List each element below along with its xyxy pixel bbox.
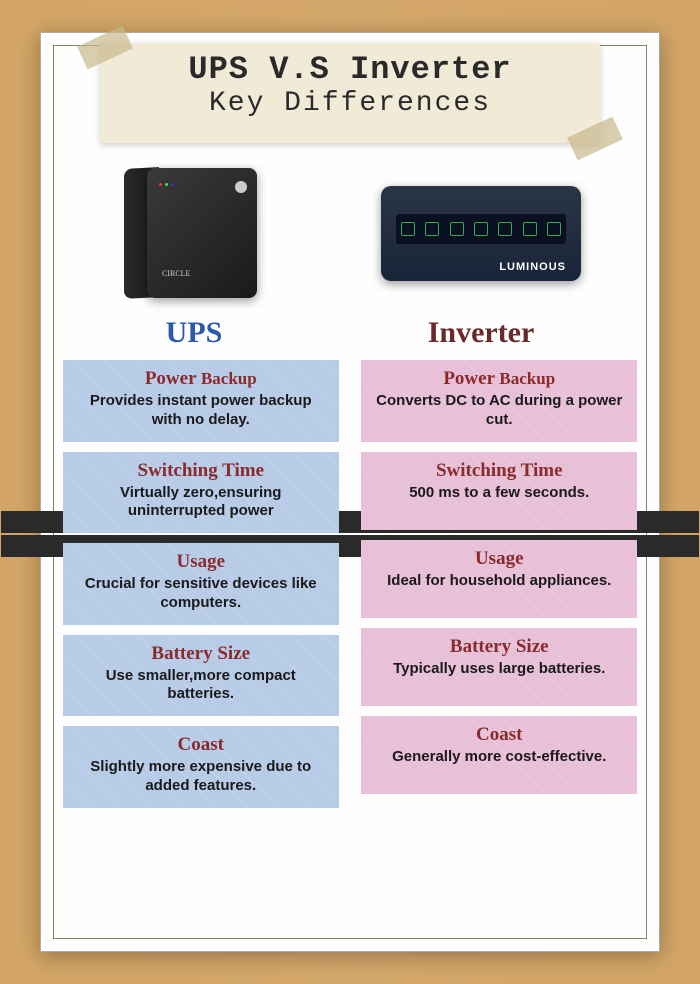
card-title: Coast bbox=[373, 724, 625, 746]
inverter-brand: LUMINOUS bbox=[499, 261, 566, 273]
inverter-device-image: LUMINOUS bbox=[381, 186, 581, 281]
ups-card: CoastSlightly more expensive due to adde… bbox=[63, 726, 339, 808]
card-text: Ideal for household appliances. bbox=[373, 572, 625, 591]
cards-area: Power BackupProvides instant power backu… bbox=[63, 360, 637, 808]
ups-column: Power BackupProvides instant power backu… bbox=[63, 360, 339, 808]
card-title: Coast bbox=[75, 734, 327, 756]
card-title: Battery Size bbox=[373, 636, 625, 658]
inverter-column: Power BackupConverts DC to AC during a p… bbox=[361, 360, 637, 808]
ups-card: Battery SizeUse smaller,more compact bat… bbox=[63, 635, 339, 717]
ups-device-image: CIRCLE bbox=[119, 163, 269, 303]
card-text: Typically uses large batteries. bbox=[373, 660, 625, 679]
card-title: Switching Time bbox=[373, 460, 625, 482]
ups-card: Switching TimeVirtually zero,ensuring un… bbox=[63, 452, 339, 534]
inverter-card: Battery Size Typically uses large batteri… bbox=[361, 628, 637, 706]
card-title: Usage bbox=[373, 548, 625, 570]
card-title: Power Backup bbox=[373, 368, 625, 390]
ups-brand: CIRCLE bbox=[162, 269, 190, 278]
card-text: Generally more cost-effective. bbox=[373, 748, 625, 767]
title-main: UPS V.S Inverter bbox=[100, 51, 600, 88]
card-text: Use smaller,more compact batteries. bbox=[75, 667, 327, 705]
card-text: Virtually zero,ensuring uninterrupted po… bbox=[75, 484, 327, 522]
title-banner: UPS V.S Inverter Key Differences bbox=[100, 43, 600, 143]
inverter-card: Usage Ideal for household appliances. bbox=[361, 540, 637, 618]
ups-header: UPS bbox=[166, 316, 223, 350]
card-title: Battery Size bbox=[75, 643, 327, 665]
content: CIRCLE LUMINOUS UPS Inverter Power Backu… bbox=[63, 148, 637, 929]
card-text: Converts DC to AC during a power cut. bbox=[373, 392, 625, 430]
card-title: Usage bbox=[75, 551, 327, 573]
images-row: CIRCLE LUMINOUS bbox=[63, 158, 637, 308]
card-title: Power Backup bbox=[75, 368, 327, 390]
inverter-header: Inverter bbox=[428, 316, 535, 350]
ups-card: UsageCrucial for sensitive devices like … bbox=[63, 543, 339, 625]
inverter-card: Switching Time 500 ms to a few seconds. bbox=[361, 452, 637, 530]
card-text: Provides instant power backup with no de… bbox=[75, 392, 327, 430]
title-sub: Key Differences bbox=[100, 88, 600, 119]
card-title: Switching Time bbox=[75, 460, 327, 482]
card-text: Slightly more expensive due to added fea… bbox=[75, 758, 327, 796]
inverter-card: Power BackupConverts DC to AC during a p… bbox=[361, 360, 637, 442]
card-text: 500 ms to a few seconds. bbox=[373, 484, 625, 503]
inverter-card: Coast Generally more cost-effective. bbox=[361, 716, 637, 794]
column-headers: UPS Inverter bbox=[63, 316, 637, 350]
card-text: Crucial for sensitive devices like compu… bbox=[75, 575, 327, 613]
ups-card: Power BackupProvides instant power backu… bbox=[63, 360, 339, 442]
paper: UPS V.S Inverter Key Differences CIRCLE bbox=[40, 32, 660, 952]
